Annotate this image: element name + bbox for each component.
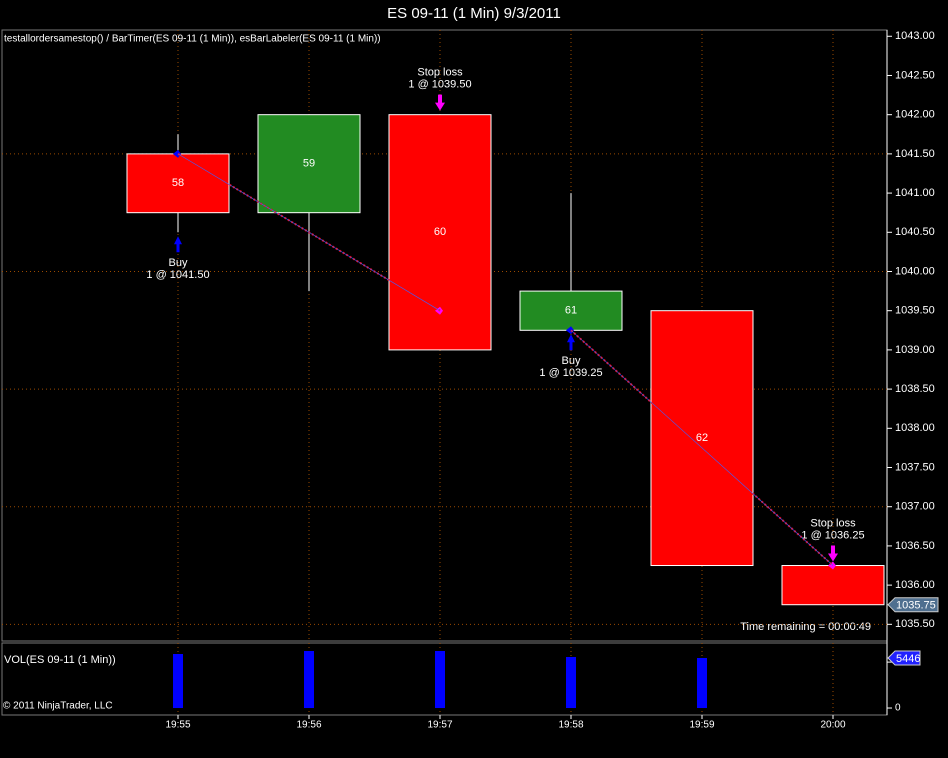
trade-text: 1 @ 1036.25	[801, 529, 864, 541]
x-tick-label: 20:00	[820, 720, 845, 731]
trade-text: 1 @ 1039.50	[408, 79, 471, 91]
last-price-tag	[887, 597, 939, 613]
volume-title: VOL(ES 09-11 (1 Min))	[4, 654, 116, 666]
copyright: © 2011 NinjaTrader, LLC	[3, 701, 113, 712]
y-tick-label: 1041.50	[895, 148, 935, 160]
y-tick-label: 1042.00	[895, 109, 935, 121]
last-volume-tag	[887, 650, 921, 666]
x-tick-label: 19:59	[689, 720, 714, 731]
trade-label: Stop loss	[417, 67, 463, 79]
sell-arrow	[435, 94, 445, 111]
y-tick-label: 1038.50	[895, 383, 935, 395]
y-tick-label: 1043.00	[895, 30, 935, 42]
trade-text: 1 @ 1041.50	[146, 269, 209, 281]
trade-line-core	[177, 153, 441, 311]
trade-text: 1 @ 1039.25	[539, 367, 602, 379]
trade-marker	[566, 326, 574, 335]
sell-arrow	[828, 545, 838, 562]
candle-body	[257, 114, 361, 214]
volume-bar	[304, 651, 314, 709]
trade-marker	[828, 561, 836, 570]
trade-line-core	[570, 330, 834, 566]
trade-marker	[173, 149, 181, 158]
buy-arrow	[567, 334, 575, 351]
y-tick-label: 1040.00	[895, 265, 935, 277]
bar-label: 60	[434, 226, 446, 238]
x-tick-label: 19:58	[558, 720, 583, 731]
candle-body	[126, 153, 230, 214]
last-price-label: 1035.75	[896, 600, 936, 612]
trade-label: Buy	[169, 257, 188, 269]
volume-bar	[697, 658, 707, 709]
y-tick-label: 1042.50	[895, 69, 935, 81]
y-tick-label: 1036.00	[895, 579, 935, 591]
bar-label: 62	[696, 432, 708, 444]
volume-bar	[435, 651, 445, 709]
x-tick-label: 19:57	[427, 720, 452, 731]
y-tick-label: 1038.00	[895, 422, 935, 434]
y-tick-label: 0	[895, 703, 901, 714]
bar-label: 58	[172, 177, 184, 189]
time-remaining: Time remaining = 00:00:49	[740, 621, 871, 633]
candle-body	[650, 310, 754, 567]
y-tick-label: 1037.00	[895, 501, 935, 513]
bar-label: 61	[565, 305, 577, 317]
y-tick-label: 1035.50	[895, 618, 935, 630]
volume-bar	[173, 654, 183, 709]
candle-body	[781, 565, 885, 606]
buy-arrow	[174, 236, 182, 253]
y-tick-label: 1039.50	[895, 305, 935, 317]
x-tick-label: 19:56	[296, 720, 321, 731]
y-tick-label: 1041.00	[895, 187, 935, 199]
y-tick-label: 1039.00	[895, 344, 935, 356]
last-volume-label: 5446	[896, 653, 920, 665]
trade-label: Buy	[562, 355, 581, 367]
chart-title: ES 09-11 (1 Min) 9/3/2011	[387, 5, 561, 22]
bar-label: 59	[303, 158, 315, 170]
y-tick-label: 1037.50	[895, 461, 935, 473]
trade-label: Stop loss	[810, 517, 856, 529]
volume-bar	[566, 657, 576, 709]
y-tick-label: 1036.50	[895, 540, 935, 552]
indicator-line: testallordersamestop() / BarTimer(ES 09-…	[4, 34, 381, 45]
y-tick-label: 1040.50	[895, 226, 935, 238]
x-tick-label: 19:55	[165, 720, 190, 731]
candle-body	[519, 290, 623, 331]
